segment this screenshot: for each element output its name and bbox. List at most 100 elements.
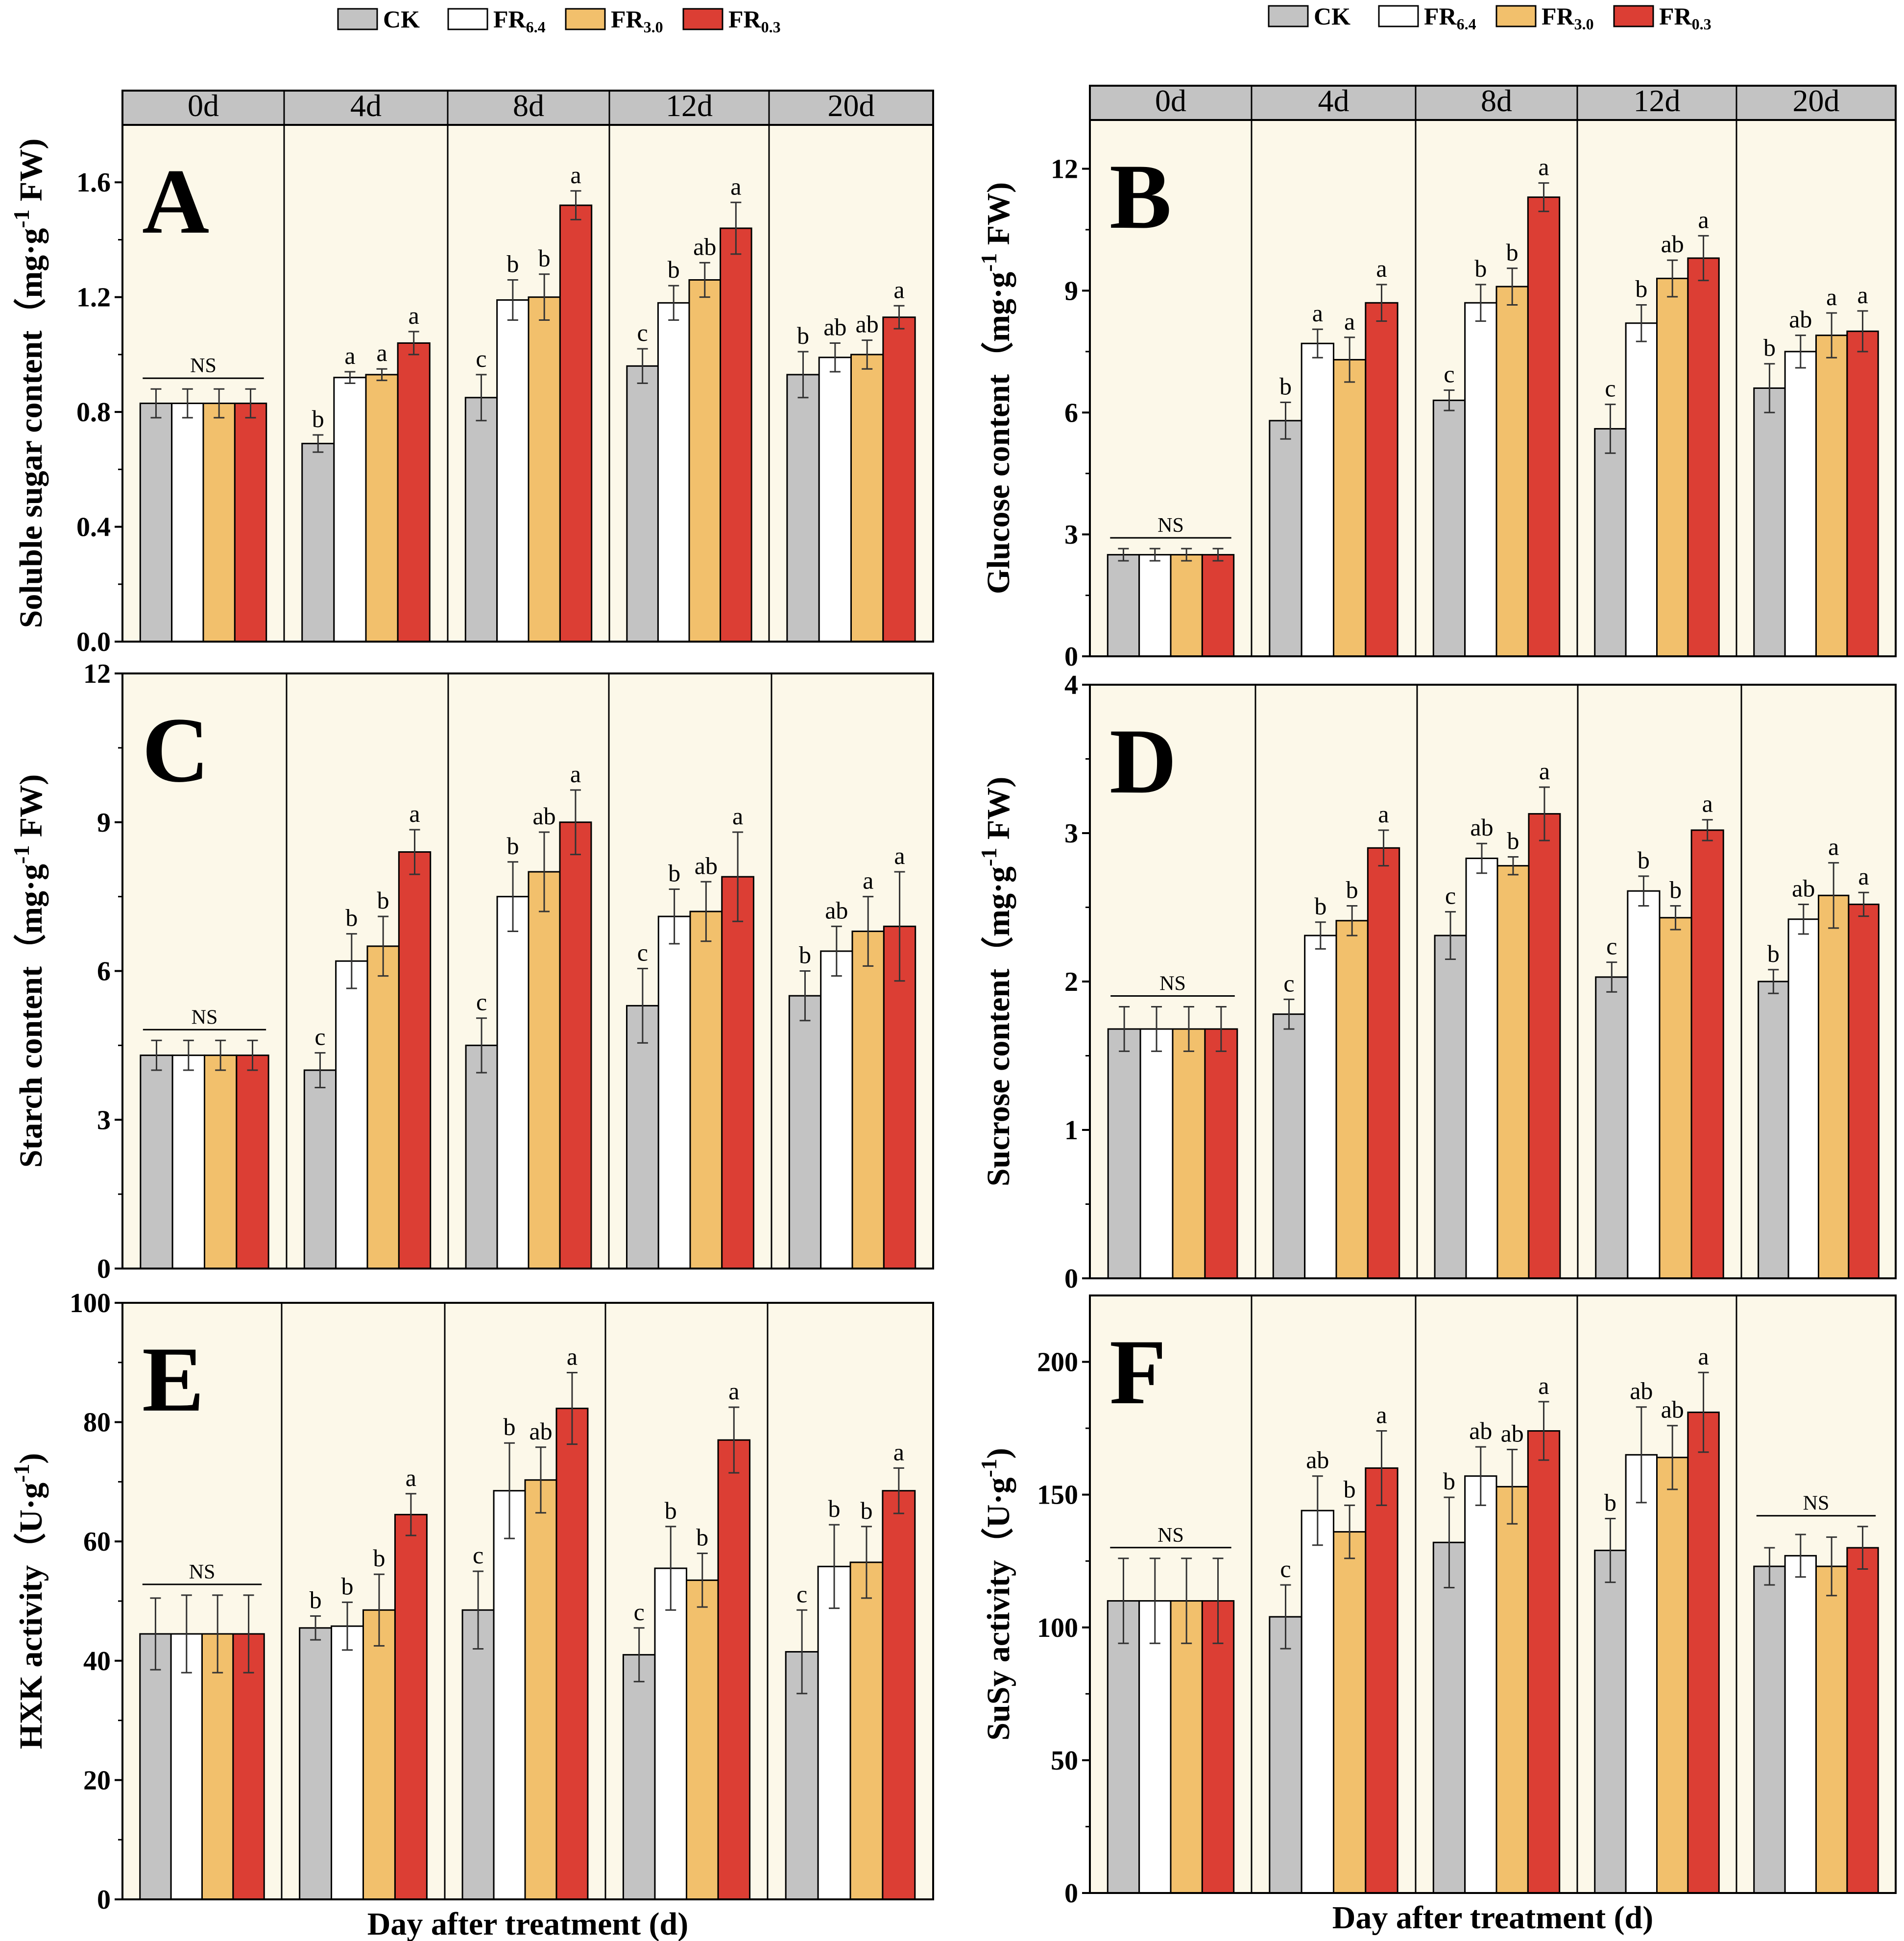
significance-letter: ab (1661, 1396, 1684, 1423)
y-axis-label-sup: -1 (976, 848, 1001, 866)
bar-FR0.3-12d (1690, 829, 1724, 1279)
bar-CK-8d (461, 1609, 495, 1900)
bar-FR0.3-4d (1365, 302, 1398, 657)
bar-FR6.4-8d (1464, 1475, 1497, 1894)
significance-letter: b (310, 1586, 322, 1613)
legend-swatch-FR6.4 (447, 8, 488, 30)
significance-letter: a (1378, 800, 1389, 828)
significance-letter: b (668, 256, 680, 283)
y-tick-label: 4 (1064, 670, 1078, 700)
bar-FR3.0-0d (1170, 1600, 1203, 1894)
bar-FR0.3-8d (1528, 813, 1561, 1279)
bar-FR0.3-4d (398, 851, 432, 1270)
significance-letter: a (406, 1464, 416, 1491)
significance-letter: a (376, 339, 387, 366)
significance-letter: a (893, 276, 904, 303)
significance-letter: b (1763, 334, 1776, 361)
bar-FR3.0-8d (524, 1479, 557, 1900)
bar-CK-0d (140, 1054, 173, 1270)
significance-letter: b (1604, 1488, 1616, 1516)
bar-FR6.4-12d (1625, 322, 1658, 657)
bar-FR3.0-8d (1495, 1486, 1529, 1894)
ns-label: NS (1803, 1492, 1830, 1515)
bar-FR0.3-20d (882, 1490, 916, 1900)
significance-letter: b (1669, 876, 1682, 903)
bar-FR6.4-4d (1301, 342, 1335, 657)
bar-CK-12d (1594, 428, 1627, 657)
bar-FR0.3-0d (1201, 1600, 1235, 1894)
bar-FR3.0-0d (204, 1054, 238, 1270)
legend-label-FR6.4: FR6.4 (1424, 2, 1476, 33)
significance-letter: ab (825, 896, 848, 924)
bar-FR3.0-4d (366, 945, 400, 1270)
y-tick-label: 20 (83, 1765, 111, 1796)
plot-frame-F (1089, 1294, 1897, 1894)
legend-label-CK: CK (383, 5, 420, 33)
significance-letter: a (1376, 1401, 1387, 1429)
y-tick-label: 50 (1051, 1746, 1078, 1776)
bar-FR0.3-20d (882, 316, 916, 643)
bar-FR3.0-4d (1333, 359, 1367, 657)
bar-FR6.4-0d (170, 1633, 203, 1900)
legend-label-FR0.3: FR0.3 (1659, 2, 1711, 33)
y-tick-label: 60 (83, 1527, 111, 1557)
bar-CK-0d (1107, 1028, 1141, 1279)
legend-label-FR0.3: FR0.3 (728, 5, 781, 36)
y-axis-label-main: HXK activity（U·g (13, 1483, 49, 1749)
bar-FR0.3-12d (721, 876, 754, 1270)
y-axis-label-sup: -1 (9, 845, 34, 864)
facet-label-12d: 12d (666, 88, 713, 123)
legend-label-sub: 0.3 (1692, 15, 1711, 33)
bar-FR6.4-20d (817, 1565, 851, 1900)
y-axis-label-main: Glucose content（mg·g (980, 272, 1016, 594)
panel-letter-E: E (142, 1328, 204, 1431)
y-axis-label-tail: FW) (981, 182, 1016, 253)
significance-letter: b (665, 1497, 677, 1524)
bar-FR6.4-12d (1627, 890, 1661, 1279)
ns-label: NS (1159, 973, 1186, 995)
bar-CK-20d (1758, 981, 1789, 1279)
significance-letter: b (668, 859, 680, 887)
bar-FR0.3-4d (394, 1513, 428, 1900)
significance-letter: b (377, 887, 389, 914)
bar-FR0.3-0d (236, 1054, 269, 1270)
bar-FR6.4-4d (1304, 935, 1337, 1279)
facet-label-20d: 20d (1793, 83, 1840, 118)
y-tick-label: 3 (1064, 520, 1078, 550)
significance-letter: c (796, 1580, 807, 1607)
significance-letter: ab (693, 233, 716, 260)
bar-FR0.3-4d (1365, 1467, 1398, 1894)
facet-label-8d: 8d (513, 88, 544, 123)
y-tick-label: 6 (1064, 398, 1078, 428)
significance-letter: a (1828, 833, 1839, 861)
bar-FR0.3-8d (555, 1408, 589, 1900)
legend-label-FR3.0: FR3.0 (1542, 2, 1594, 33)
y-tick-label: 12 (83, 659, 111, 689)
x-axis-label-F: Day after treatment (d) (1332, 1900, 1654, 1936)
bar-FR3.0-20d (1815, 1565, 1848, 1894)
significance-letter: ab (1630, 1377, 1653, 1405)
legend-left: CK FR6.4 FR3.0 FR0.3 (337, 5, 781, 36)
bar-CK-4d (1269, 1616, 1302, 1894)
y-axis-label-main: Starch content（mg·g (13, 864, 49, 1168)
bar-FR0.3-8d (1527, 1430, 1561, 1894)
y-tick-label: 0 (1064, 1264, 1078, 1294)
bar-FR6.4-20d (818, 357, 852, 643)
significance-letter: c (637, 938, 648, 966)
bar-FR6.4-20d (820, 950, 853, 1270)
significance-letter: ab (1306, 1446, 1329, 1474)
bar-FR3.0-8d (1495, 286, 1529, 657)
significance-letter: b (507, 832, 519, 860)
significance-letter: b (1443, 1467, 1455, 1495)
bar-FR0.3-8d (1527, 196, 1561, 657)
bar-CK-4d (301, 443, 335, 643)
significance-letter: b (797, 322, 809, 349)
significance-letter: b (1767, 940, 1780, 967)
bar-FR6.4-12d (657, 302, 690, 643)
bar-FR6.4-8d (1465, 858, 1498, 1279)
y-axis-label-tail: FW) (13, 139, 49, 210)
significance-letter: c (1283, 969, 1294, 997)
